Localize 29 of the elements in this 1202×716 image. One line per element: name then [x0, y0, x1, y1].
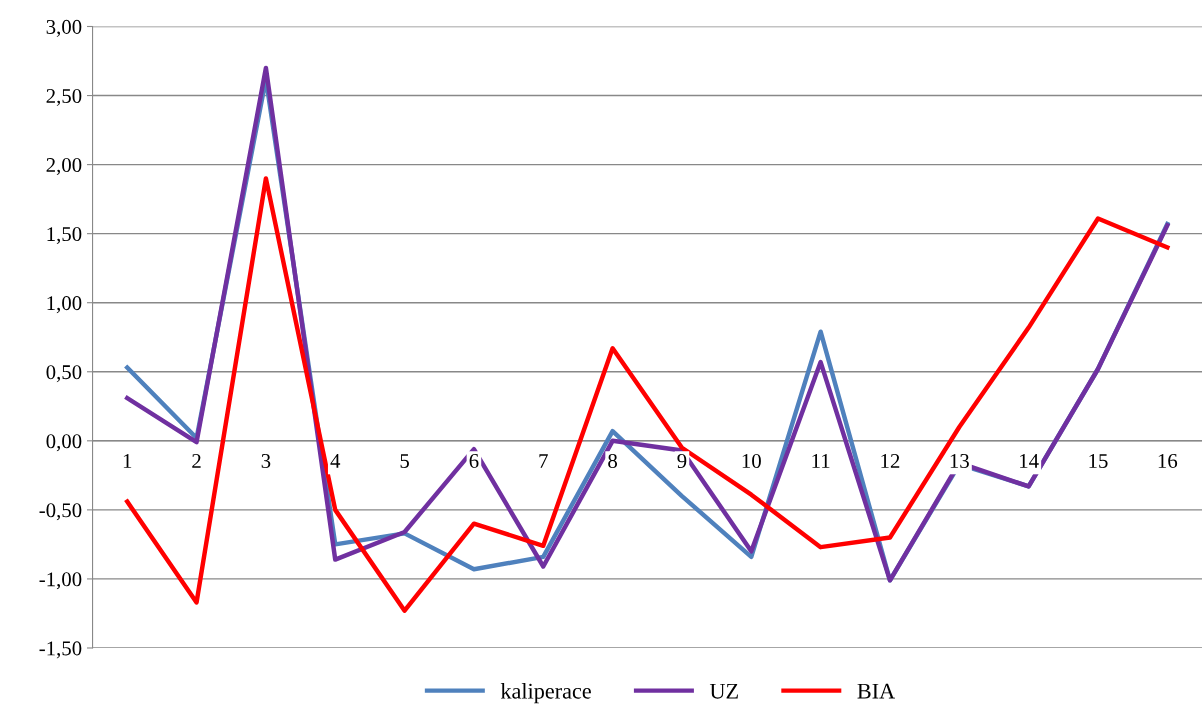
x-tick-label: 12: [881, 453, 900, 468]
x-tick-label: 6: [469, 453, 479, 468]
x-tick-label: 9: [677, 453, 687, 468]
x-tick-label: 13: [950, 453, 969, 468]
x-tick-label: 11: [812, 454, 830, 468]
x-tick-label: 2: [192, 453, 201, 468]
x-tick-label: 3: [261, 453, 271, 468]
x-tick-label: 15: [1089, 454, 1108, 468]
y-tick-label: -1,50: [39, 641, 82, 659]
x-tick-label: 14: [1020, 454, 1039, 468]
y-tick-label: 2,00: [46, 157, 82, 176]
y-tick-label: 3,00: [46, 19, 82, 37]
x-tick-label: 10: [742, 453, 761, 468]
legend-label: kaliperace: [500, 683, 591, 704]
y-tick-label: 2,50: [46, 88, 82, 106]
y-tick-label: 1,00: [47, 296, 82, 314]
y-tick-label: 0,00: [46, 434, 82, 452]
y-tick-label: 1,50: [47, 227, 82, 245]
x-tick-label: 8: [608, 453, 618, 468]
x-tick-label: 7: [539, 454, 548, 468]
legend-label: BIA: [857, 683, 895, 699]
x-tick-label: 4: [330, 454, 341, 468]
x-tick-label: 1: [123, 454, 132, 468]
legend-label: UZ: [709, 683, 738, 699]
x-tick-label: 5: [400, 454, 409, 468]
x-tick-label: 16: [1158, 453, 1178, 468]
y-tick-label: -1,00: [39, 572, 82, 590]
y-tick-label: -0,50: [39, 503, 82, 521]
y-tick-label: 0,50: [46, 365, 82, 383]
